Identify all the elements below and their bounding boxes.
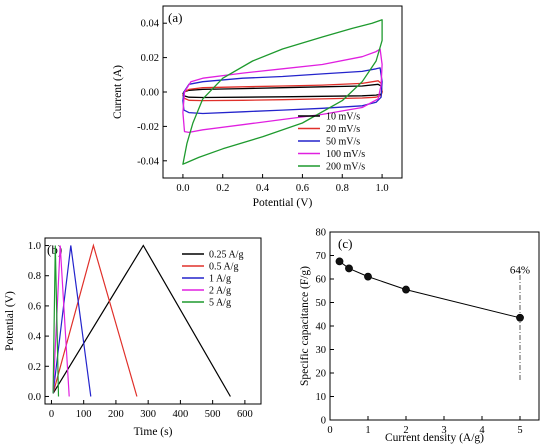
panel-label: (b) bbox=[47, 242, 62, 257]
x-tick-label: 200 bbox=[108, 409, 124, 420]
x-tick-label: 3 bbox=[441, 425, 446, 436]
x-tick-label: 0.6 bbox=[296, 183, 309, 194]
y-tick-label: 0.8 bbox=[28, 271, 41, 282]
capacitance-point bbox=[402, 285, 410, 294]
y-tick-label: -0.04 bbox=[137, 156, 160, 167]
y-tick-label: 40 bbox=[316, 322, 327, 333]
panel-b-gcd-chart: 0 100 200 300 400 500 600 0.0 0.2 0.4 0.6 0.8 1.0 Tim… bbox=[4, 237, 262, 438]
x-tick-label: 5 bbox=[517, 425, 522, 436]
cv-curve-series bbox=[182, 67, 383, 115]
y-tick-label: 1.0 bbox=[28, 241, 41, 252]
panel-label: (c) bbox=[338, 236, 352, 251]
y-tick-label: 10 bbox=[316, 392, 327, 403]
x-tick-label: 0.2 bbox=[216, 183, 229, 194]
cv-curve-series bbox=[182, 80, 383, 102]
plot-frame bbox=[44, 237, 262, 405]
capacitance-point bbox=[516, 313, 524, 322]
x-tick-label: 4 bbox=[479, 425, 485, 436]
x-tick-label: 300 bbox=[140, 409, 156, 420]
legend-label: 200 mV/s bbox=[326, 162, 365, 173]
x-axis-label: Time (s) bbox=[134, 426, 173, 438]
legend-label: 0.25 A/g bbox=[209, 250, 243, 261]
capacitance-line bbox=[339, 260, 521, 319]
x-axis-label: Potential (V) bbox=[253, 197, 313, 209]
x-axis-label: Current density (A/g) bbox=[385, 432, 484, 444]
y-tick-label: 0.00 bbox=[141, 88, 159, 99]
x-tick-label: 1 bbox=[365, 425, 370, 436]
cv-curve-series bbox=[182, 48, 383, 134]
gcd-curve-series bbox=[52, 245, 92, 397]
y-tick-label: 80 bbox=[316, 228, 327, 239]
capacitance-point bbox=[335, 257, 344, 266]
y-tick-label: 0.4 bbox=[28, 332, 42, 343]
x-tick-label: 600 bbox=[237, 409, 253, 420]
gcd-curve-series bbox=[52, 245, 70, 397]
x-tick-label: 400 bbox=[173, 409, 189, 420]
y-axis-label: Current (A) bbox=[112, 65, 124, 119]
y-tick-label: 20 bbox=[316, 369, 327, 380]
y-tick-label: 0.04 bbox=[141, 19, 160, 30]
legend-label: 1 A/g bbox=[209, 274, 231, 285]
x-tick-label: 0.8 bbox=[336, 183, 349, 194]
legend-label: 10 mV/s bbox=[326, 112, 360, 123]
y-tick-label: 0.02 bbox=[141, 53, 159, 64]
legend-label: 0.5 A/g bbox=[209, 262, 238, 273]
gcd-curve-series bbox=[52, 245, 60, 397]
x-tick-label: 2 bbox=[403, 425, 408, 436]
x-tick-label: 0.0 bbox=[176, 183, 189, 194]
legend-label: 20 mV/s bbox=[326, 124, 360, 135]
y-tick-label: 50 bbox=[316, 298, 327, 309]
cv-curve-series bbox=[182, 19, 383, 165]
y-tick-label: 0.0 bbox=[28, 392, 41, 403]
panel-label: (a) bbox=[168, 10, 182, 25]
panel-a-cv-chart: 0.0 0.2 0.4 0.6 0.8 1.0 -0.04 -0.02 0.00 0.02 0.04… bbox=[112, 5, 403, 209]
x-tick-label: 0.4 bbox=[256, 183, 270, 194]
legend-label: 2 A/g bbox=[209, 286, 231, 297]
legend-label: 50 mV/s bbox=[326, 137, 360, 148]
x-tick-label: 1.0 bbox=[376, 183, 389, 194]
capacitance-point bbox=[345, 264, 353, 273]
gcd-curve-series bbox=[52, 244, 231, 397]
y-tick-label: -0.02 bbox=[137, 122, 159, 133]
legend-label: 5 A/g bbox=[209, 298, 231, 309]
y-tick-label: 30 bbox=[316, 345, 327, 356]
x-tick-label: 100 bbox=[76, 409, 92, 420]
y-tick-label: 0.2 bbox=[28, 362, 41, 373]
capacitance-point bbox=[364, 272, 372, 281]
x-tick-label: 0 bbox=[327, 425, 332, 436]
plot-frame bbox=[162, 5, 403, 179]
y-axis-label: Potential (V) bbox=[4, 291, 16, 351]
legend-label: 100 mV/s bbox=[326, 149, 365, 160]
y-tick-label: 60 bbox=[316, 275, 327, 286]
y-tick-label: 0 bbox=[321, 416, 326, 427]
y-tick-label: 70 bbox=[316, 251, 327, 262]
x-tick-label: 0 bbox=[49, 409, 54, 420]
plot-frame bbox=[329, 231, 540, 421]
y-tick-label: 0.6 bbox=[28, 301, 41, 312]
retention-annotation: 64% bbox=[510, 265, 530, 277]
y-axis-label: Specific capacitance (F/g) bbox=[299, 266, 311, 386]
x-tick-label: 500 bbox=[205, 409, 221, 420]
